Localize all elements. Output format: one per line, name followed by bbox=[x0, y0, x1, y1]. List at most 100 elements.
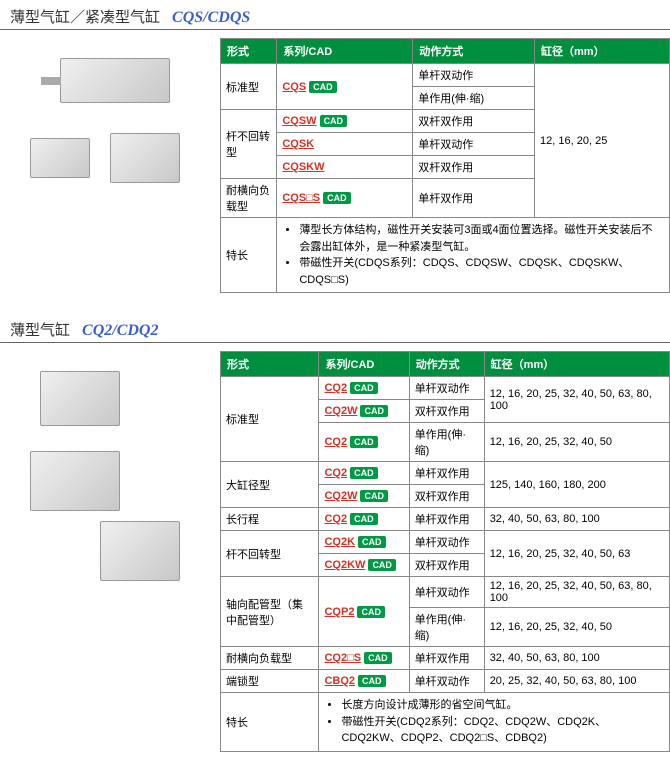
series-link[interactable]: CQ2 bbox=[324, 513, 347, 525]
cell-action: 双杆双作用 bbox=[413, 156, 535, 179]
feature-content: 薄型长方体结构，磁性开关安装可3面或4面位置选择。磁性开关安装后不会露出缸体外，… bbox=[277, 218, 670, 293]
cell-bore: 12, 16, 20, 25, 32, 40, 50, 63, 80, 100 bbox=[484, 577, 669, 608]
cell-action: 单杆双动作 bbox=[413, 133, 535, 156]
cell-series: CQSKW bbox=[277, 156, 413, 179]
col-series: 系列/CAD bbox=[319, 352, 409, 377]
cad-badge[interactable]: CAD bbox=[368, 559, 396, 571]
cad-badge[interactable]: CAD bbox=[350, 382, 378, 394]
cell-type: 杆不回转型 bbox=[221, 531, 319, 577]
cell-bore: 125, 140, 160, 180, 200 bbox=[484, 462, 669, 508]
section1-title-cn: 薄型气缸／紧凑型气缸 bbox=[10, 6, 160, 27]
cell-type: 耐横向负载型 bbox=[221, 647, 319, 670]
cell-series: CQ2KCAD bbox=[319, 531, 409, 554]
cad-badge[interactable]: CAD bbox=[357, 606, 385, 618]
section2-title-en: CQ2/CDQ2 bbox=[82, 322, 158, 340]
series-link[interactable]: CQSKW bbox=[282, 161, 324, 173]
cell-type: 长行程 bbox=[221, 508, 319, 531]
cell-type: 大缸径型 bbox=[221, 462, 319, 508]
cell-action: 单杆双作用 bbox=[413, 179, 535, 218]
series-link[interactable]: CQ2 bbox=[324, 436, 347, 448]
cell-type: 杆不回转型 bbox=[221, 110, 277, 179]
section1-title: 薄型气缸／紧凑型气缸 CQS/CDQS bbox=[0, 0, 670, 30]
col-type: 形式 bbox=[221, 352, 319, 377]
cad-badge[interactable]: CAD bbox=[350, 467, 378, 479]
series-link[interactable]: CQ2□S bbox=[324, 652, 361, 664]
series-link[interactable]: CQ2W bbox=[324, 490, 357, 502]
cell-action: 双杆双作用 bbox=[409, 400, 484, 423]
cell-series: CQ2CAD bbox=[319, 462, 409, 485]
series-link[interactable]: CQ2KW bbox=[324, 559, 365, 571]
series-link[interactable]: CQSW bbox=[282, 115, 316, 127]
cell-action: 双杆双作用 bbox=[413, 110, 535, 133]
cell-series: CQP2CAD bbox=[319, 577, 409, 647]
cad-badge[interactable]: CAD bbox=[323, 192, 351, 204]
series-link[interactable]: CQP2 bbox=[324, 606, 354, 618]
cell-action: 双杆双作用 bbox=[409, 554, 484, 577]
feature-content: 长度方向设计成薄形的省空间气缸。带磁性开关(CDQ2系列：CDQ2、CDQ2W、… bbox=[319, 693, 670, 752]
cell-series: CQ2CAD bbox=[319, 508, 409, 531]
series-link[interactable]: CBQ2 bbox=[324, 675, 355, 687]
series-link[interactable]: CQS bbox=[282, 81, 306, 93]
col-action: 动作方式 bbox=[413, 39, 535, 64]
cell-action: 单杆双动作 bbox=[413, 64, 535, 87]
cell-action: 单杆双动作 bbox=[409, 377, 484, 400]
cad-badge[interactable]: CAD bbox=[360, 405, 388, 417]
col-bore: 缸径（mm） bbox=[484, 352, 669, 377]
cell-action: 单杆双作用 bbox=[409, 647, 484, 670]
section1-title-en: CQS/CDQS bbox=[172, 9, 250, 27]
cell-series: CQ2□SCAD bbox=[319, 647, 409, 670]
cad-badge[interactable]: CAD bbox=[320, 115, 348, 127]
cell-type: 耐横向负载型 bbox=[221, 179, 277, 218]
cell-series: CQSW CAD bbox=[277, 110, 413, 133]
section2-image bbox=[0, 351, 210, 752]
section1-table: 形式 系列/CAD 动作方式 缸径（mm） 标准型CQSCAD单杆双动作12, … bbox=[220, 38, 670, 293]
cell-bore: 12, 16, 20, 25, 32, 40, 50 bbox=[484, 608, 669, 647]
cell-action: 单作用(伸·缩) bbox=[409, 423, 484, 462]
cell-action: 双杆双作用 bbox=[409, 485, 484, 508]
cell-bore: 32, 40, 50, 63, 80, 100 bbox=[484, 508, 669, 531]
series-link[interactable]: CQ2K bbox=[324, 536, 355, 548]
cell-series: CQ2CAD bbox=[319, 423, 409, 462]
col-action: 动作方式 bbox=[409, 352, 484, 377]
cell-series: CQS□SCAD bbox=[277, 179, 413, 218]
series-link[interactable]: CQ2 bbox=[324, 467, 347, 479]
cell-bore: 12, 16, 20, 25, 32, 40, 50 bbox=[484, 423, 669, 462]
cell-bore: 12, 16, 20, 25, 32, 40, 50, 63 bbox=[484, 531, 669, 577]
col-series: 系列/CAD bbox=[277, 39, 413, 64]
cell-action: 单杆双作用 bbox=[409, 508, 484, 531]
cell-action: 单杆双动作 bbox=[409, 531, 484, 554]
cell-action: 单杆双动作 bbox=[409, 670, 484, 693]
cad-badge[interactable]: CAD bbox=[358, 536, 386, 548]
cell-bore: 32, 40, 50, 63, 80, 100 bbox=[484, 647, 669, 670]
cad-badge[interactable]: CAD bbox=[350, 513, 378, 525]
cell-series: CQ2KWCAD bbox=[319, 554, 409, 577]
cell-series: CQSCAD bbox=[277, 64, 413, 110]
cell-series: CBQ2CAD bbox=[319, 670, 409, 693]
cell-series: CQ2WCAD bbox=[319, 485, 409, 508]
cell-action: 单作用(伸·缩) bbox=[413, 87, 535, 110]
cell-type: 轴向配管型（集中配管型） bbox=[221, 577, 319, 647]
cell-action: 单杆双动作 bbox=[409, 577, 484, 608]
section1-image bbox=[0, 38, 210, 293]
cad-badge[interactable]: CAD bbox=[358, 675, 386, 687]
section2-title-cn: 薄型气缸 bbox=[10, 319, 70, 340]
series-link[interactable]: CQ2W bbox=[324, 405, 357, 417]
cell-bore: 20, 25, 32, 40, 50, 63, 80, 100 bbox=[484, 670, 669, 693]
cad-badge[interactable]: CAD bbox=[360, 490, 388, 502]
feature-label: 特长 bbox=[221, 218, 277, 293]
cell-type: 端锁型 bbox=[221, 670, 319, 693]
cad-badge[interactable]: CAD bbox=[350, 436, 378, 448]
cell-series: CQ2WCAD bbox=[319, 400, 409, 423]
col-type: 形式 bbox=[221, 39, 277, 64]
cad-badge[interactable]: CAD bbox=[309, 81, 337, 93]
cell-series: CQ2CAD bbox=[319, 377, 409, 400]
section2-title: 薄型气缸 CQ2/CDQ2 bbox=[0, 313, 670, 343]
series-link[interactable]: CQS□S bbox=[282, 192, 320, 204]
series-link[interactable]: CQ2 bbox=[324, 382, 347, 394]
col-bore: 缸径（mm） bbox=[535, 39, 670, 64]
cad-badge[interactable]: CAD bbox=[364, 652, 392, 664]
feature-label: 特长 bbox=[221, 693, 319, 752]
section2-table: 形式 系列/CAD 动作方式 缸径（mm） 标准型CQ2CAD单杆双动作12, … bbox=[220, 351, 670, 752]
series-link[interactable]: CQSK bbox=[282, 138, 314, 150]
cell-action: 单杆双作用 bbox=[409, 462, 484, 485]
